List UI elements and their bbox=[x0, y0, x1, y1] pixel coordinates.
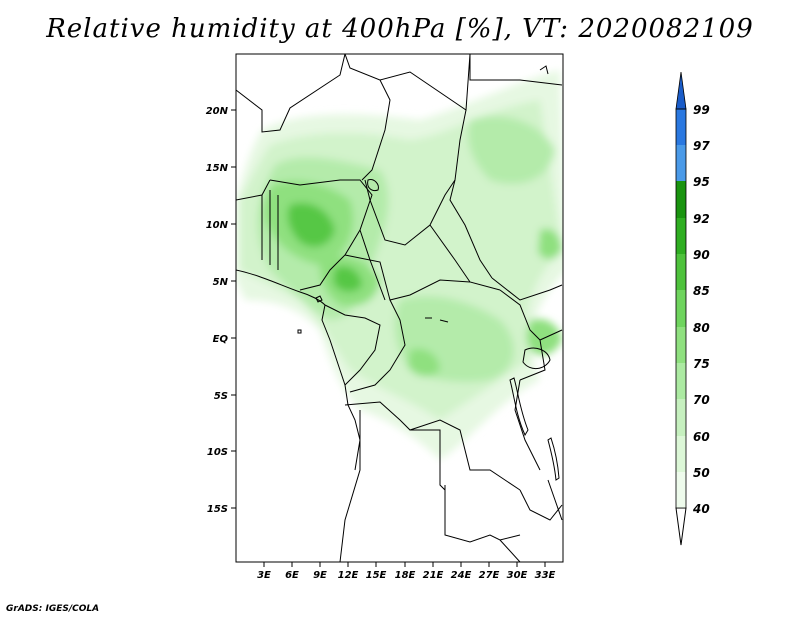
lon-label-27e: 27E bbox=[479, 570, 500, 581]
latitude-axis: 20N 15N 10N 5N EQ 5S 10S 15S bbox=[206, 106, 236, 515]
colorbar-label-80: 80 bbox=[693, 321, 710, 335]
credit-label: GrADS: IGES/COLA bbox=[6, 604, 100, 614]
lat-label-10n: 10N bbox=[206, 220, 229, 231]
lat-label-eq: EQ bbox=[213, 334, 229, 345]
colorbar-label-92: 92 bbox=[693, 212, 710, 226]
lon-label-30e: 30E bbox=[507, 570, 528, 581]
lon-label-6e: 6E bbox=[285, 570, 299, 581]
lon-label-15e: 15E bbox=[366, 570, 387, 581]
humidity-field bbox=[236, 70, 563, 460]
lon-label-18e: 18E bbox=[395, 570, 416, 581]
colorbar-label-97: 97 bbox=[693, 139, 710, 153]
lat-label-5n: 5N bbox=[213, 277, 229, 288]
lat-label-5s: 5S bbox=[214, 391, 228, 402]
colorbar-segment-80 bbox=[676, 290, 686, 327]
colorbar-label-85: 85 bbox=[693, 284, 710, 298]
colorbar-segment-50 bbox=[676, 436, 686, 472]
colorbar-label-99: 99 bbox=[693, 103, 710, 117]
colorbar-segment-60 bbox=[676, 399, 686, 436]
lon-label-33e: 33E bbox=[535, 570, 556, 581]
map-frame bbox=[235, 53, 564, 563]
country-borders bbox=[236, 54, 563, 562]
map-title: Relative humidity at 400hPa [%], VT: 202… bbox=[46, 14, 754, 44]
colorbar-label-50: 50 bbox=[693, 466, 710, 480]
colorbar-lower-triangle bbox=[675, 507, 687, 546]
lon-label-3e: 3E bbox=[257, 570, 271, 581]
colorbar-segment-92 bbox=[676, 181, 686, 218]
lat-label-15n: 15N bbox=[206, 163, 229, 174]
colorbar-label-75: 75 bbox=[693, 357, 710, 371]
lon-label-24e: 24E bbox=[451, 570, 472, 581]
colorbar-label-60: 60 bbox=[693, 430, 710, 444]
colorbar-label-90: 90 bbox=[693, 248, 710, 262]
lat-label-20n: 20N bbox=[206, 106, 229, 117]
colorbar-segment-70 bbox=[676, 363, 686, 399]
colorbar-segment-95 bbox=[676, 145, 686, 181]
lat-label-15s: 15S bbox=[207, 504, 228, 515]
colorbar-label-40: 40 bbox=[692, 502, 710, 516]
colorbar-segment-90 bbox=[676, 218, 686, 254]
colorbar-label-70: 70 bbox=[693, 393, 710, 407]
colorbar-label-95: 95 bbox=[693, 175, 710, 189]
colorbar-segment-75 bbox=[676, 327, 686, 363]
lon-label-12e: 12E bbox=[338, 570, 359, 581]
lon-label-9e: 9E bbox=[313, 570, 327, 581]
colorbar-upper-triangle bbox=[676, 72, 686, 109]
colorbar-segment-40 bbox=[676, 472, 686, 508]
longitude-axis: 3E 6E 9E 12E 15E 18E 21E 24E 27E 30E 33E bbox=[257, 562, 556, 581]
colorbar-segment-97 bbox=[676, 109, 686, 145]
lon-label-21e: 21E bbox=[423, 570, 444, 581]
colorbar: 40 50 60 70 75 80 85 90 92 95 97 99 bbox=[675, 71, 710, 546]
colorbar-segment-85 bbox=[676, 254, 686, 290]
lat-label-10s: 10S bbox=[207, 447, 228, 458]
